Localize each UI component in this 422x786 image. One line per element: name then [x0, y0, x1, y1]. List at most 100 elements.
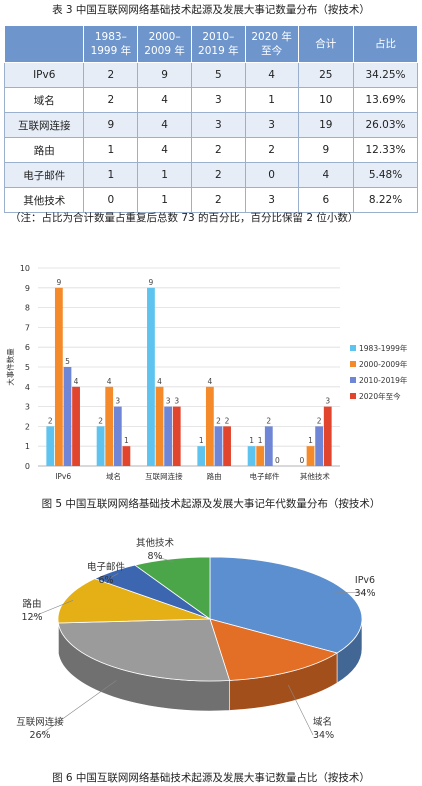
table-cell: 3	[244, 187, 299, 213]
table-header-cell: 2020 年至今	[244, 25, 299, 63]
table-header-cell: 占比	[353, 25, 418, 63]
bar-value-label: 4	[74, 377, 79, 386]
legend-label: 1983-1999年	[359, 343, 408, 353]
table-cell: 电子邮件	[3, 162, 85, 188]
bar-value-label: 3	[166, 397, 171, 406]
table-cell: 5	[190, 62, 246, 88]
bar	[122, 446, 131, 466]
bar	[223, 426, 231, 466]
table-cell: 4	[137, 137, 192, 163]
pie-pct-label: 8%	[147, 551, 162, 562]
table-cell: 2	[83, 87, 139, 113]
y-tick-label: 2	[25, 422, 30, 431]
pie-leader-line	[31, 600, 74, 618]
bar-value-label: 0	[300, 456, 305, 465]
y-tick-label: 9	[25, 284, 30, 293]
bar-value-label: 3	[174, 397, 179, 406]
bar-value-label: 9	[56, 278, 61, 287]
pie-label: IPv6	[355, 575, 375, 586]
y-tick-label: 4	[25, 383, 30, 392]
pie-pct-label: 6%	[98, 575, 113, 586]
bar	[205, 386, 214, 466]
y-tick-label: 10	[20, 264, 30, 273]
table-header-row: 1983– 1999 年 2000– 2009 年 2010– 2019 年 2020 年至…	[3, 25, 418, 63]
table-cell: 2	[83, 62, 139, 88]
pie-leader-line	[333, 591, 366, 594]
y-tick-label: 7	[25, 323, 30, 332]
bar-value-label: 2	[48, 416, 53, 425]
bar	[197, 446, 206, 466]
bar	[164, 406, 173, 466]
legend-swatch	[350, 393, 356, 399]
bar	[72, 386, 80, 466]
table-cell: 26.03%	[353, 112, 418, 138]
table-cell: 1	[137, 162, 192, 188]
table-cell: 1	[83, 137, 139, 163]
pie-leader-line	[105, 573, 119, 581]
table-cell: 2	[190, 137, 246, 163]
bar-value-label: 1	[258, 436, 263, 445]
table-row: 路由 1 4 2 2 9 12.33%	[3, 137, 418, 163]
table-header-cell: 2010– 2019 年	[190, 25, 246, 63]
y-tick-label: 0	[25, 462, 30, 471]
table-cell: 4	[137, 87, 192, 113]
bar-value-label: 2	[98, 416, 103, 425]
bar	[105, 386, 114, 466]
figure6-caption: 图 6 中国互联网网络基础技术起源及发展大事记数量占比（按技术）	[52, 772, 370, 784]
legend-label: 2010-2019年	[359, 375, 408, 385]
table-caption: 表 3 中国互联网网络基础技术起源及发展大事记数量分布（按技术）	[52, 4, 370, 16]
table-cell: 9	[137, 62, 192, 88]
table-cell: 其他技术	[3, 187, 85, 213]
table-cell: 6	[297, 187, 355, 213]
table-cell: 8.22%	[353, 187, 418, 213]
bar	[54, 287, 63, 466]
y-tick-label: 1	[25, 442, 30, 451]
table-cell: 1	[137, 187, 192, 213]
bar-value-label: 0	[275, 456, 280, 465]
y-tick-label: 8	[25, 304, 30, 313]
table-cell: 5.48%	[353, 162, 418, 188]
table-cell: 13.69%	[353, 87, 418, 113]
table-note: （注：占比为合计数量占重复后总数 73 的百分比，百分比保留 2 位小数）	[10, 212, 359, 224]
table-cell: 9	[83, 112, 139, 138]
bar-value-label: 2	[216, 416, 221, 425]
table-header-cell: 2000– 2009 年	[137, 25, 192, 63]
table-header-cell: 1983– 1999 年	[83, 25, 139, 63]
table-cell: 9	[297, 137, 355, 163]
table-cell: 3	[190, 87, 246, 113]
table-cell: 1	[244, 87, 299, 113]
x-tick-label: 互联网连接	[145, 471, 183, 481]
table-row: 其他技术 0 1 2 3 6 8.22%	[3, 187, 418, 213]
table-cell: 互联网连接	[3, 112, 85, 138]
bar-value-label: 3	[115, 397, 120, 406]
pie-slice	[133, 556, 211, 620]
table-row: 域名 2 4 3 1 10 13.69%	[3, 87, 418, 113]
table-cell: 3	[244, 112, 299, 138]
bar-value-label: 1	[308, 436, 313, 445]
bar-value-label: 4	[157, 377, 162, 386]
table-cell: 域名	[3, 87, 85, 113]
bar-value-label: 5	[65, 357, 70, 366]
table-cell: 0	[83, 187, 139, 213]
pie-slice	[57, 578, 211, 624]
pie-label: 路由	[22, 598, 41, 610]
bar	[214, 426, 223, 466]
y-tick-label: 6	[25, 343, 30, 352]
bar	[63, 367, 72, 466]
legend-label: 2000-2009年	[359, 359, 408, 369]
table-cell: 0	[244, 162, 299, 188]
bar	[306, 446, 315, 466]
x-tick-label: 路由	[207, 471, 222, 481]
table-cell: 4	[297, 162, 355, 188]
table-cell: 25	[297, 62, 355, 88]
legend-swatch	[350, 345, 356, 351]
bar	[323, 406, 332, 466]
pie-leader-line	[287, 684, 314, 736]
pie-label: 其他技术	[136, 537, 175, 549]
bar-value-label: 2	[266, 416, 271, 425]
table-cell: 12.33%	[353, 137, 418, 163]
legend-swatch	[350, 377, 356, 383]
pie-leader-line	[154, 555, 174, 563]
bar-value-label: 2	[317, 416, 322, 425]
